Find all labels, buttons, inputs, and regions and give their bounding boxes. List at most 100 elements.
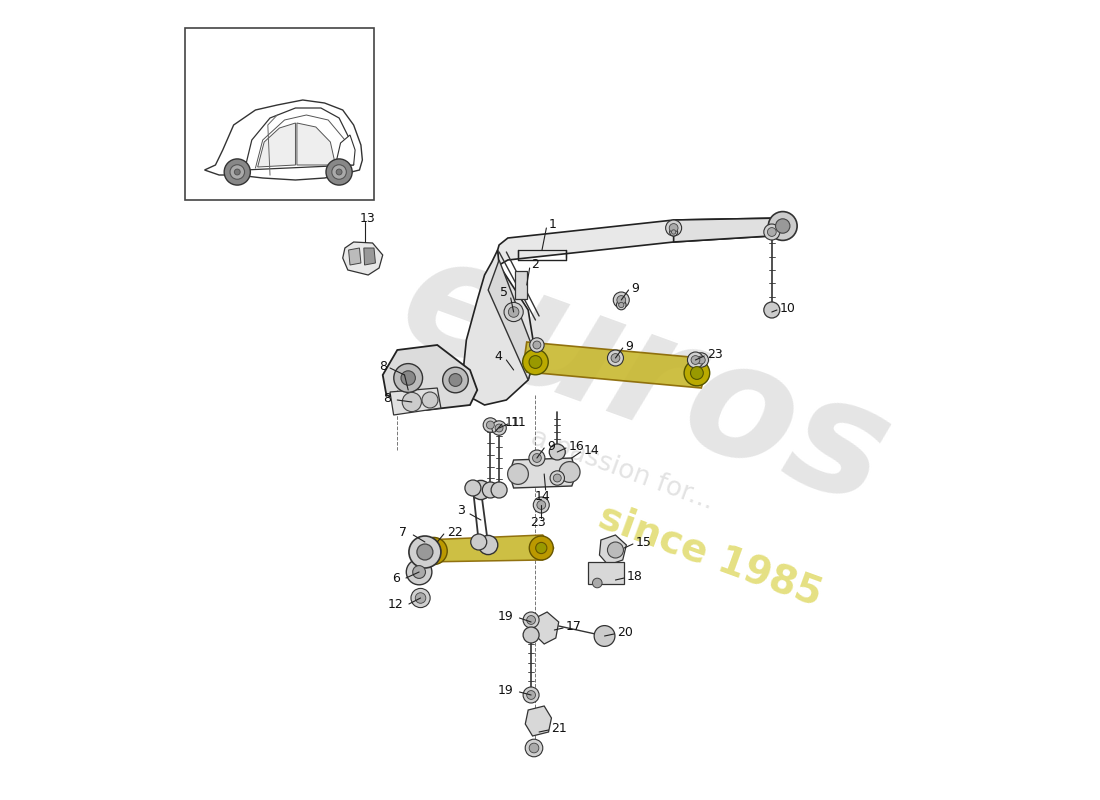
Circle shape — [527, 616, 536, 624]
Circle shape — [697, 356, 705, 364]
Circle shape — [618, 302, 624, 308]
Bar — [588, 562, 624, 584]
Circle shape — [471, 480, 491, 499]
Circle shape — [614, 292, 629, 308]
Circle shape — [763, 224, 780, 240]
Circle shape — [332, 165, 346, 179]
Circle shape — [524, 627, 539, 643]
Circle shape — [326, 159, 352, 185]
Text: 23: 23 — [707, 347, 723, 361]
Circle shape — [491, 482, 507, 498]
Circle shape — [416, 593, 426, 603]
Circle shape — [525, 739, 542, 757]
Circle shape — [617, 296, 626, 304]
Polygon shape — [390, 388, 441, 415]
Circle shape — [532, 341, 541, 349]
Circle shape — [527, 690, 536, 699]
Text: 8: 8 — [384, 391, 392, 405]
Text: 5: 5 — [499, 286, 508, 299]
Text: 1: 1 — [549, 218, 557, 230]
Circle shape — [483, 482, 498, 498]
Polygon shape — [463, 250, 536, 405]
Text: 3: 3 — [456, 505, 465, 518]
Circle shape — [616, 300, 626, 310]
Polygon shape — [205, 100, 362, 180]
Polygon shape — [488, 260, 536, 380]
Polygon shape — [411, 535, 553, 562]
Circle shape — [412, 566, 426, 578]
Circle shape — [524, 612, 539, 628]
Text: 20: 20 — [617, 626, 632, 638]
Text: 18: 18 — [627, 570, 644, 582]
Text: a passion for...: a passion for... — [528, 425, 718, 515]
Text: 9: 9 — [547, 439, 556, 453]
Circle shape — [553, 474, 561, 482]
Text: 2: 2 — [531, 258, 539, 270]
Circle shape — [486, 421, 494, 429]
Circle shape — [549, 444, 565, 460]
Text: 23: 23 — [530, 515, 547, 529]
Text: 11: 11 — [505, 415, 520, 429]
Text: 14: 14 — [583, 443, 600, 457]
Circle shape — [230, 165, 244, 179]
Circle shape — [666, 220, 682, 236]
Circle shape — [411, 589, 430, 608]
Polygon shape — [526, 706, 551, 736]
Circle shape — [607, 350, 624, 366]
Polygon shape — [364, 248, 375, 265]
Circle shape — [529, 536, 553, 560]
Circle shape — [483, 418, 497, 432]
Polygon shape — [673, 218, 786, 242]
Polygon shape — [297, 123, 336, 165]
Text: since 1985: since 1985 — [593, 497, 827, 613]
Circle shape — [406, 559, 432, 585]
Text: 21: 21 — [551, 722, 568, 734]
Text: 7: 7 — [399, 526, 407, 538]
Circle shape — [530, 338, 544, 352]
Circle shape — [536, 542, 547, 554]
Circle shape — [417, 544, 433, 560]
Circle shape — [768, 227, 777, 237]
Circle shape — [537, 501, 546, 510]
Text: 19: 19 — [498, 610, 514, 622]
Text: 12: 12 — [387, 598, 403, 610]
Circle shape — [504, 302, 524, 322]
Circle shape — [409, 536, 441, 568]
Circle shape — [522, 349, 548, 374]
Circle shape — [524, 687, 539, 703]
Text: 17: 17 — [566, 619, 582, 633]
Text: 9: 9 — [626, 339, 634, 353]
Polygon shape — [600, 535, 626, 565]
Circle shape — [427, 544, 441, 558]
Polygon shape — [336, 135, 355, 165]
Circle shape — [508, 306, 519, 318]
Circle shape — [403, 392, 421, 411]
Circle shape — [224, 159, 251, 185]
Circle shape — [337, 169, 342, 175]
Circle shape — [688, 352, 704, 368]
Polygon shape — [497, 218, 786, 265]
Text: 6: 6 — [393, 571, 400, 585]
Circle shape — [694, 353, 708, 367]
Circle shape — [768, 211, 798, 240]
Polygon shape — [534, 612, 559, 644]
Polygon shape — [343, 242, 383, 275]
Circle shape — [394, 363, 422, 392]
Text: euros: euros — [381, 221, 909, 539]
Bar — [515, 270, 527, 299]
Polygon shape — [524, 342, 704, 388]
Polygon shape — [509, 458, 576, 488]
Circle shape — [607, 542, 624, 558]
Text: 14: 14 — [535, 490, 551, 502]
Circle shape — [670, 228, 678, 236]
Text: 11: 11 — [510, 415, 527, 429]
Circle shape — [612, 354, 620, 362]
Circle shape — [495, 424, 503, 432]
Circle shape — [691, 355, 700, 364]
Circle shape — [492, 421, 506, 435]
Polygon shape — [383, 345, 477, 410]
Text: 8: 8 — [379, 361, 387, 374]
Circle shape — [550, 470, 564, 485]
Text: 13: 13 — [360, 211, 375, 225]
Circle shape — [671, 230, 675, 234]
